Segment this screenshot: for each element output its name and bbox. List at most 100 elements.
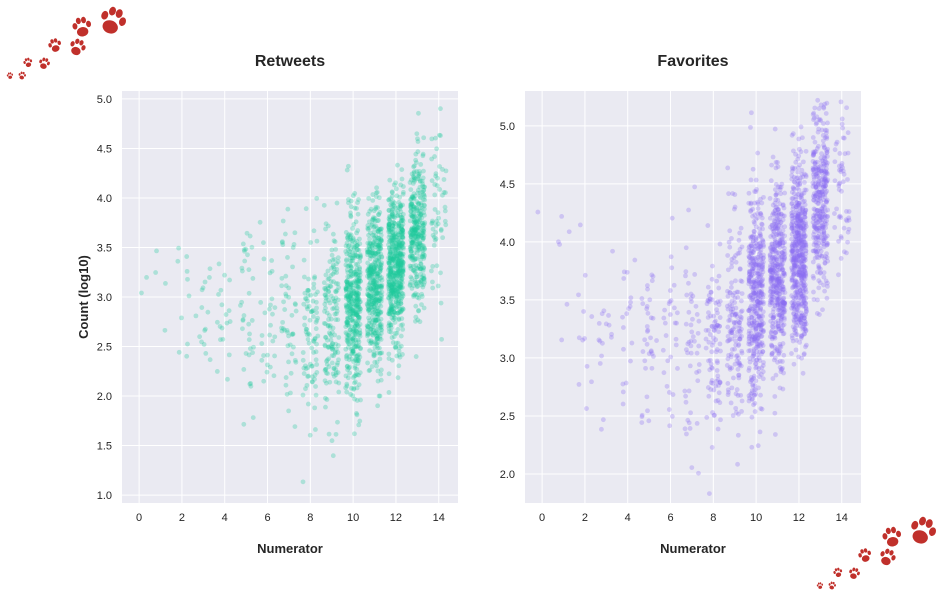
data-point bbox=[414, 274, 420, 280]
data-point bbox=[302, 322, 307, 328]
data-point bbox=[349, 310, 355, 316]
data-point bbox=[218, 337, 223, 343]
data-point bbox=[368, 286, 374, 292]
data-point bbox=[311, 350, 316, 355]
data-point bbox=[321, 280, 327, 286]
data-point bbox=[374, 264, 380, 270]
data-point bbox=[435, 283, 441, 289]
data-point bbox=[349, 301, 355, 307]
data-point bbox=[386, 260, 392, 266]
data-point bbox=[409, 285, 415, 291]
data-point bbox=[162, 327, 168, 333]
data-point bbox=[247, 233, 253, 239]
data-point bbox=[438, 300, 444, 306]
data-point bbox=[351, 328, 357, 334]
data-point bbox=[747, 269, 753, 275]
data-point bbox=[358, 254, 363, 260]
data-point bbox=[715, 322, 721, 328]
data-point bbox=[350, 348, 356, 354]
data-point bbox=[688, 322, 694, 328]
data-point bbox=[395, 340, 401, 346]
data-point bbox=[292, 424, 298, 429]
data-point bbox=[355, 301, 361, 307]
data-point bbox=[711, 413, 717, 418]
data-point bbox=[371, 349, 377, 355]
data-point bbox=[376, 242, 381, 248]
data-point bbox=[782, 290, 788, 296]
data-point bbox=[347, 295, 353, 301]
data-point bbox=[354, 299, 360, 304]
data-point bbox=[357, 286, 363, 292]
data-point bbox=[324, 397, 330, 402]
data-point bbox=[348, 210, 353, 216]
data-point bbox=[331, 353, 337, 359]
data-point bbox=[628, 358, 633, 364]
data-point bbox=[358, 278, 364, 284]
data-point bbox=[352, 323, 358, 328]
data-point bbox=[748, 177, 754, 183]
data-point bbox=[370, 269, 376, 275]
data-point bbox=[332, 311, 338, 317]
data-point bbox=[280, 242, 286, 248]
data-point bbox=[331, 279, 336, 285]
data-point bbox=[343, 286, 349, 292]
data-point bbox=[279, 240, 285, 246]
data-point bbox=[803, 187, 809, 193]
data-point bbox=[768, 262, 774, 268]
data-point bbox=[356, 339, 362, 345]
data-point bbox=[371, 353, 377, 359]
data-point bbox=[353, 280, 359, 285]
data-point bbox=[374, 333, 380, 339]
data-point bbox=[345, 277, 350, 283]
data-point bbox=[662, 307, 667, 313]
data-point bbox=[735, 366, 741, 372]
data-point bbox=[367, 252, 373, 258]
data-point bbox=[715, 426, 721, 432]
data-point bbox=[354, 303, 359, 309]
data-point bbox=[400, 218, 406, 224]
data-point bbox=[350, 250, 355, 255]
data-point bbox=[781, 300, 787, 306]
data-point bbox=[597, 361, 603, 366]
data-point bbox=[603, 321, 609, 327]
x-tick-label: 12 bbox=[390, 512, 402, 524]
data-point bbox=[367, 236, 372, 242]
data-point bbox=[378, 236, 384, 242]
data-point bbox=[728, 400, 734, 406]
data-point bbox=[779, 328, 784, 334]
data-point bbox=[366, 244, 372, 250]
data-point bbox=[336, 285, 341, 290]
data-point bbox=[250, 415, 256, 421]
data-point bbox=[374, 363, 379, 369]
data-point bbox=[352, 269, 358, 275]
data-point bbox=[351, 326, 357, 332]
data-point bbox=[434, 146, 440, 152]
data-point bbox=[366, 271, 371, 276]
data-point bbox=[576, 382, 582, 387]
data-point bbox=[373, 318, 379, 323]
data-point bbox=[334, 261, 339, 267]
data-point bbox=[225, 376, 230, 382]
data-point bbox=[428, 268, 434, 274]
data-point bbox=[378, 371, 384, 377]
y-tick-label: 4.5 bbox=[97, 143, 112, 155]
paw-print-icon bbox=[39, 57, 50, 69]
data-point bbox=[322, 367, 328, 373]
data-point bbox=[400, 259, 406, 265]
data-point bbox=[413, 354, 419, 359]
data-point bbox=[373, 301, 379, 307]
data-point bbox=[430, 279, 435, 285]
data-point bbox=[373, 250, 379, 256]
data-point bbox=[755, 206, 761, 211]
data-point bbox=[419, 243, 425, 248]
data-point bbox=[377, 239, 383, 245]
data-point bbox=[365, 267, 371, 272]
data-point bbox=[400, 234, 406, 240]
data-point bbox=[559, 213, 565, 219]
data-point bbox=[366, 249, 372, 255]
data-point bbox=[268, 302, 273, 308]
data-point bbox=[352, 309, 358, 315]
data-point bbox=[305, 365, 311, 371]
data-point bbox=[349, 318, 355, 323]
data-point bbox=[285, 330, 291, 335]
